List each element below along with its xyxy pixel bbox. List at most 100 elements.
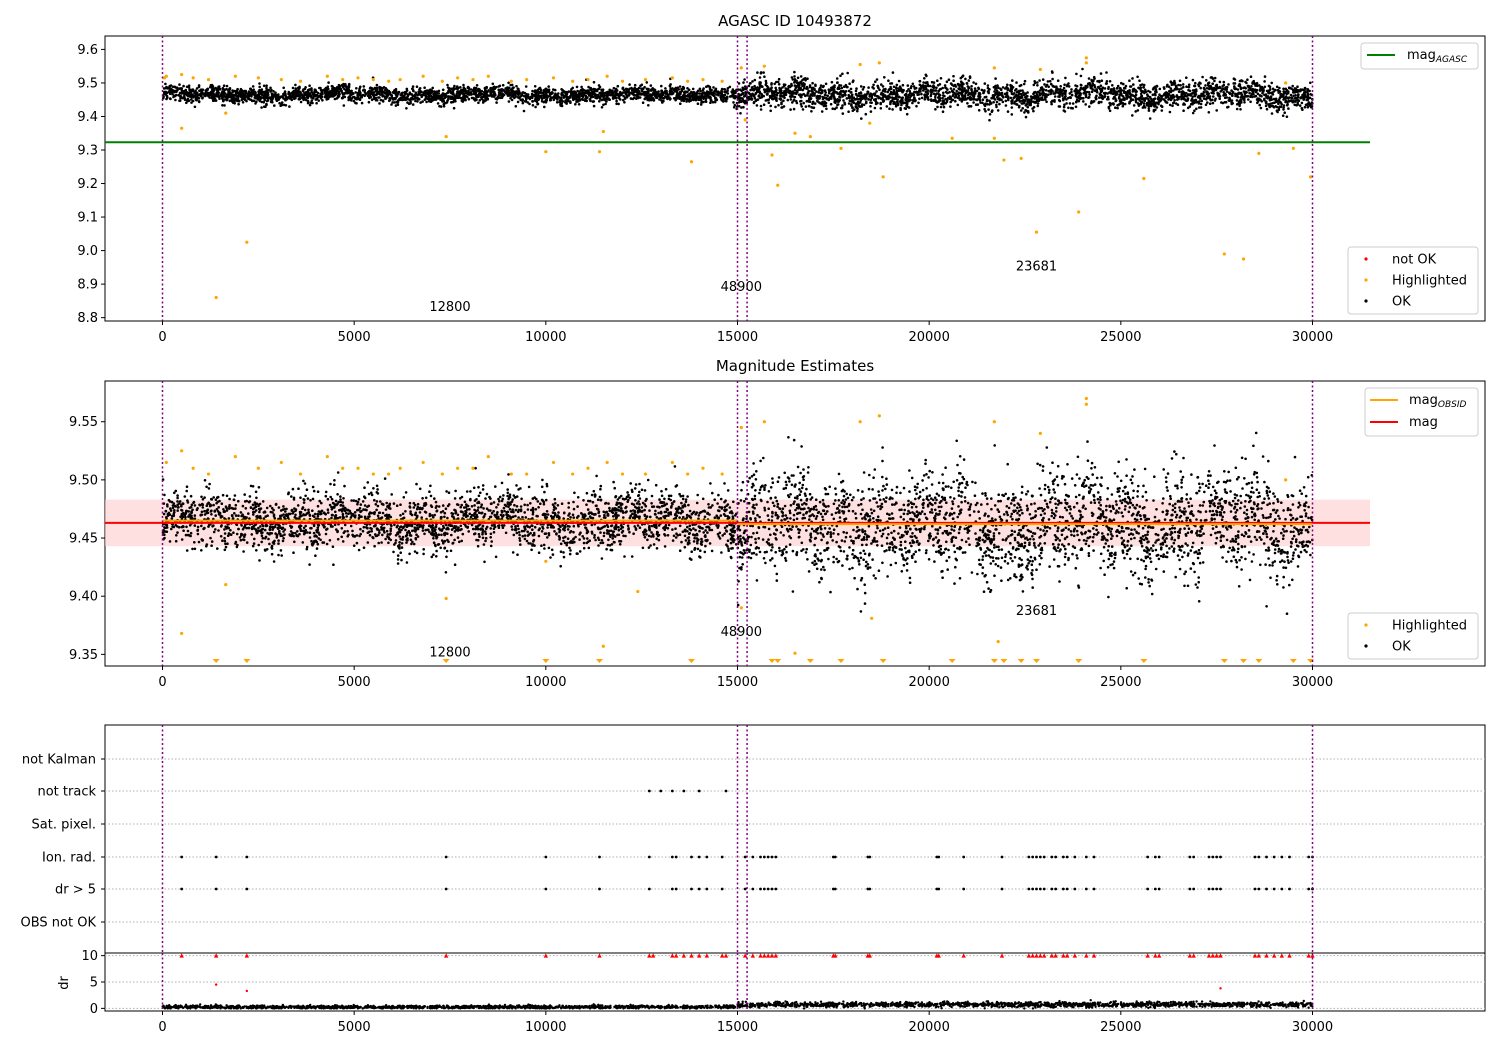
ok-point <box>453 84 456 88</box>
ok-point <box>1249 75 1253 78</box>
ok-point <box>1119 102 1123 105</box>
ok-point <box>1062 109 1066 112</box>
ok-point <box>945 87 948 90</box>
ok-point <box>1291 84 1294 88</box>
ok-point <box>1168 110 1172 114</box>
ok-point <box>325 91 328 94</box>
ok-point <box>1006 110 1010 113</box>
ok-point <box>1296 94 1300 97</box>
ok-point <box>514 105 518 108</box>
ok-point <box>1116 106 1119 110</box>
ok-point <box>1213 99 1217 102</box>
ok-point <box>1165 85 1169 88</box>
ok-point <box>577 95 581 99</box>
ok-point <box>1225 85 1229 89</box>
ok-point <box>622 98 625 102</box>
ok-point <box>576 89 579 93</box>
ok-point <box>602 103 605 107</box>
ok-point <box>352 99 356 103</box>
ok-point <box>704 97 708 100</box>
ok-point <box>1087 77 1091 80</box>
ok-point <box>968 105 971 108</box>
ok-point <box>752 100 756 104</box>
ok-point <box>1268 88 1272 91</box>
ok-point <box>195 87 199 90</box>
ok-point <box>1010 101 1014 104</box>
ok-point <box>168 84 172 88</box>
ok-point <box>699 89 702 93</box>
ok-point <box>759 108 763 111</box>
ok-point <box>636 96 640 100</box>
ok-point <box>1162 98 1166 101</box>
ok-point <box>996 84 999 87</box>
ok-point <box>427 97 430 101</box>
ok-point <box>1151 93 1155 97</box>
ok-point <box>569 100 572 103</box>
ok-point <box>1026 100 1029 104</box>
ok-point <box>522 109 526 113</box>
ok-point <box>773 82 776 86</box>
ok-point <box>811 81 814 85</box>
ok-point <box>190 101 193 104</box>
ok-point <box>187 84 191 87</box>
ok-point <box>1309 81 1312 85</box>
ok-point <box>1259 85 1262 89</box>
ok-point <box>901 83 905 87</box>
ok-point <box>294 87 298 90</box>
ok-point <box>1103 95 1107 98</box>
ok-point <box>1211 98 1214 102</box>
ok-point <box>895 89 899 93</box>
ok-point <box>1059 85 1062 88</box>
ok-point <box>545 94 549 98</box>
ok-point <box>1123 86 1127 90</box>
ok-point <box>237 92 240 95</box>
ok-point <box>200 93 204 96</box>
ok-point <box>1218 97 1221 100</box>
ok-point <box>609 93 613 97</box>
ok-point <box>628 83 631 86</box>
ok-point <box>649 89 653 92</box>
ok-point <box>1150 103 1153 107</box>
ok-point <box>1227 83 1230 86</box>
ok-point <box>400 96 403 99</box>
ok-point <box>270 88 273 92</box>
ok-point <box>1275 85 1279 89</box>
ok-point <box>418 87 422 90</box>
ok-point <box>430 89 434 92</box>
ok-point <box>1026 105 1029 109</box>
ok-point <box>636 93 639 96</box>
ok-point <box>920 96 924 100</box>
ok-point <box>1046 93 1050 96</box>
ok-point <box>1084 91 1087 95</box>
ok-point <box>844 90 848 93</box>
ok-point <box>206 87 210 91</box>
ok-point <box>1154 104 1157 108</box>
ok-point <box>473 86 476 90</box>
ok-point <box>987 108 990 111</box>
ok-point <box>426 91 429 95</box>
ok-point <box>846 71 849 75</box>
ok-point <box>1256 92 1260 96</box>
ok-point <box>430 99 434 103</box>
ok-point <box>282 86 286 90</box>
ok-point <box>442 97 445 101</box>
ok-point <box>1082 100 1085 103</box>
ok-point <box>373 96 376 100</box>
ok-point <box>575 100 578 104</box>
ok-point <box>503 90 507 93</box>
ok-point <box>1185 95 1188 98</box>
ok-point <box>847 93 850 97</box>
ok-point <box>197 85 201 89</box>
ok-point <box>802 86 806 90</box>
ok-point <box>711 100 715 104</box>
ok-point <box>1281 114 1285 117</box>
ok-point <box>1273 101 1276 104</box>
ok-point <box>655 96 659 100</box>
ok-point <box>881 96 885 99</box>
ok-point <box>896 93 899 97</box>
ok-point <box>182 84 185 88</box>
ok-point <box>832 88 836 92</box>
ok-point <box>258 85 262 89</box>
ok-point <box>823 93 827 97</box>
ok-point <box>1061 94 1064 98</box>
